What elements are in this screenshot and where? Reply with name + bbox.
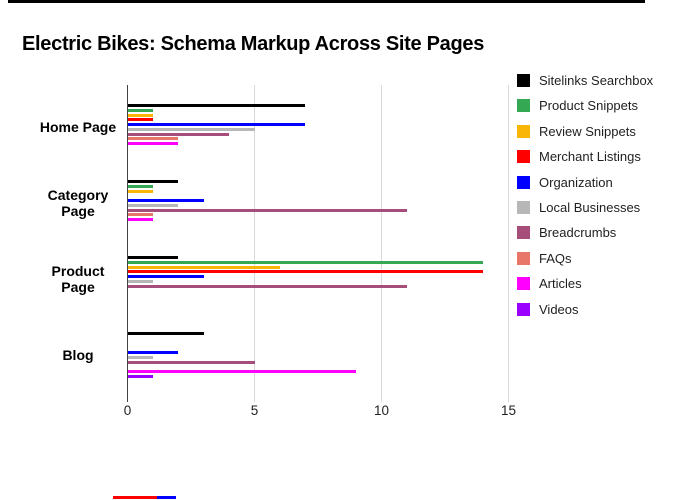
bar-home-page-local-businesses	[127, 127, 255, 131]
top-border-line	[8, 0, 645, 3]
legend-swatch-organization	[517, 175, 530, 189]
legend-swatch-review-snippets	[517, 124, 530, 138]
legend-swatch-faqs	[517, 251, 530, 265]
legend-swatch-merchant-listings	[517, 150, 530, 164]
bar-product-page-product-snippets	[127, 261, 484, 264]
legend-swatch-sitelinks-searchbox	[517, 74, 530, 87]
bar-home-page-organization	[127, 123, 306, 127]
chart-title: Electric Bikes: Schema Markup Across Sit…	[22, 33, 485, 55]
bar-blog-sitelinks-searchbox	[127, 332, 204, 336]
legend-item-local-businesses: Local Businesses	[517, 199, 653, 215]
gridline-x-10	[381, 85, 382, 402]
bar-home-page-merchant-listings	[127, 118, 153, 122]
x-tick-label: 0	[123, 403, 132, 418]
bar-category-page-organization	[127, 199, 204, 203]
legend-item-breadcrumbs: Breadcrumbs	[517, 225, 653, 241]
legend-label: Review Snippets	[539, 123, 636, 139]
legend-label: Articles	[539, 276, 582, 292]
legend-item-merchant-listings: Merchant Listings	[517, 149, 653, 165]
legend-item-videos: Videos	[517, 301, 653, 317]
legend-label: FAQs	[539, 250, 572, 266]
category-label-home-page: Home Page	[39, 119, 117, 135]
bar-product-page-local-businesses	[127, 279, 153, 283]
bar-category-page-review-snippets	[127, 189, 153, 193]
bar-category-page-faqs	[127, 213, 153, 217]
legend-item-sitelinks-searchbox: Sitelinks Searchbox	[517, 73, 654, 88]
bar-product-page-merchant-listings	[127, 270, 484, 274]
bar-home-page-faqs	[127, 137, 179, 141]
legend-label: Product Snippets	[539, 98, 639, 114]
legend-label: Videos	[539, 301, 579, 317]
bar-category-page-local-businesses	[127, 203, 179, 207]
gridline-x-0	[126, 85, 129, 402]
legend-label: Merchant Listings	[539, 149, 641, 165]
legend-swatch-videos	[517, 302, 530, 316]
bar-home-page-articles	[127, 141, 179, 145]
gridline-x-5	[254, 85, 255, 402]
legend-label: Sitelinks Searchbox	[539, 73, 654, 88]
legend-label: Organization	[539, 174, 613, 190]
legend: Sitelinks Searchbox Product Snippets Revie…	[517, 73, 654, 328]
category-label-category-page: Category Page	[47, 187, 109, 219]
legend-swatch-local-businesses	[517, 200, 530, 214]
legend-label: Breadcrumbs	[539, 225, 617, 241]
legend-swatch-articles	[517, 277, 530, 291]
bar-home-page-sitelinks-searchbox	[127, 104, 306, 108]
bar-blog-organization	[127, 351, 179, 355]
bar-product-page-review-snippets	[127, 265, 280, 269]
legend-swatch-product-snippets	[517, 99, 530, 113]
x-tick-label: 15	[500, 403, 517, 418]
legend-item-review-snippets: Review Snippets	[517, 123, 653, 139]
bar-blog-articles	[127, 369, 357, 373]
legend-item-articles: Articles	[517, 276, 653, 292]
legend-item-product-snippets: Product Snippets	[517, 98, 653, 114]
bar-category-page-articles	[127, 217, 153, 221]
legend-item-faqs: FAQs	[517, 250, 653, 266]
bar-category-page-product-snippets	[127, 185, 153, 188]
bar-category-page-breadcrumbs	[127, 208, 407, 212]
bar-home-page-review-snippets	[127, 113, 153, 117]
bottom-red-mark	[113, 496, 157, 499]
legend-label: Local Businesses	[539, 199, 641, 215]
bottom-blue-mark	[157, 496, 176, 499]
bar-home-page-breadcrumbs	[127, 132, 230, 136]
legend-item-organization: Organization	[517, 174, 653, 190]
bar-category-page-sitelinks-searchbox	[127, 180, 179, 184]
bar-product-page-breadcrumbs	[127, 284, 407, 288]
bar-product-page-organization	[127, 275, 204, 279]
x-tick-label: 5	[250, 403, 259, 418]
bar-blog-breadcrumbs	[127, 360, 255, 364]
bar-product-page-sitelinks-searchbox	[127, 256, 179, 260]
legend-swatch-breadcrumbs	[517, 226, 530, 240]
x-tick-label: 10	[373, 403, 390, 418]
bar-home-page-product-snippets	[127, 109, 153, 112]
bar-blog-local-businesses	[127, 355, 153, 359]
bar-blog-videos	[127, 374, 153, 378]
gridline-x-15	[508, 85, 509, 402]
category-label-product-page: Product Page	[51, 263, 105, 295]
category-label-blog: Blog	[62, 347, 94, 363]
